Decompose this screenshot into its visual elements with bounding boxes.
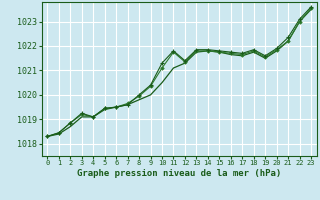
- X-axis label: Graphe pression niveau de la mer (hPa): Graphe pression niveau de la mer (hPa): [77, 169, 281, 178]
